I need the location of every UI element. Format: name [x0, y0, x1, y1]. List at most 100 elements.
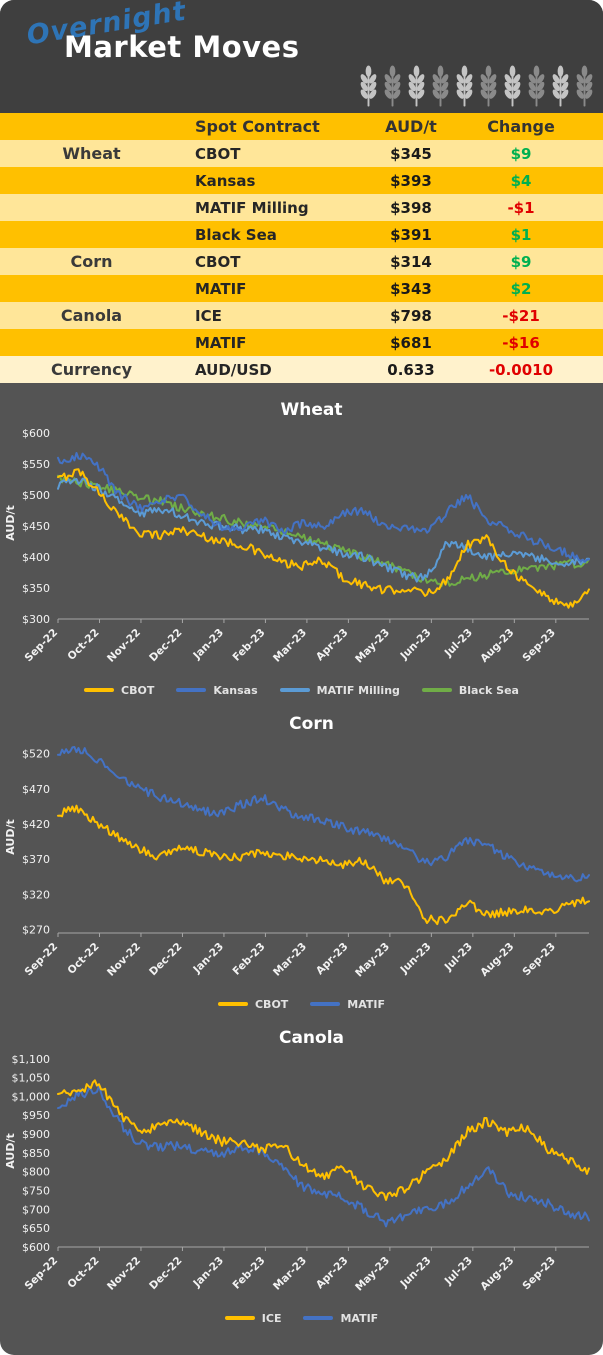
corn-chart: Corn AUD/t $270 $320 $370 $420 $470 $520 Sep-22 O…	[4, 714, 590, 980]
x-tick-label: Nov-22	[105, 941, 143, 979]
canola-chart: Canola AUD/t $600 $650 $700 $750 $800 $850 $900 $…	[4, 1028, 590, 1294]
x-tick-label: Aug-23	[478, 1255, 516, 1293]
legend-label: MATIF	[340, 1311, 379, 1325]
legend-swatch	[217, 1002, 248, 1006]
y-tick-label: $320	[22, 888, 50, 901]
contract-cell: MATIF Milling	[195, 198, 309, 217]
legend-label: Kansas	[213, 683, 258, 697]
wheat-chart: Wheat AUD/t $300 $350 $400 $450 $500 $550 $600 Se…	[4, 400, 590, 666]
chart-title: Wheat	[281, 400, 343, 420]
x-tick-label: Jan-23	[190, 941, 226, 977]
wheat-icon	[359, 65, 378, 107]
x-tick-label: Oct-22	[65, 1255, 101, 1291]
y-tick-label: $1,050	[12, 1072, 51, 1085]
series-line-matif	[57, 1084, 590, 1228]
change-cell: $4	[510, 171, 532, 190]
x-tick-label: Sep-22	[23, 1255, 61, 1293]
y-axis-label: AUD/t	[4, 505, 17, 541]
x-tick-label: Apr-23	[314, 941, 351, 978]
y-tick-label: $600	[22, 1241, 50, 1254]
legend-item: ICE	[224, 1312, 281, 1325]
x-tick-label: Aug-23	[478, 941, 516, 979]
change-cell: $1	[510, 225, 532, 244]
legend-item: CBOT	[217, 998, 288, 1011]
price-cell: $398	[390, 198, 432, 217]
corn-chart-block: Corn AUD/t $270 $320 $370 $420 $470 $520 Sep-22 O…	[0, 707, 603, 1017]
page-title: Market Moves	[64, 30, 300, 64]
x-tick-label: Feb-23	[231, 1255, 268, 1292]
price-cell: $393	[390, 171, 432, 190]
legend-item: CBOT	[84, 684, 154, 697]
category-cell: Wheat	[62, 144, 121, 163]
wheat-icon	[551, 65, 570, 107]
wheat-icon	[431, 65, 450, 107]
canola-chart-block: Canola AUD/t $600 $650 $700 $750 $800 $850 $900 $…	[0, 1021, 603, 1331]
x-tick-label: Dec-22	[147, 1255, 184, 1292]
y-tick-label: $270	[22, 923, 50, 936]
y-tick-label: $550	[22, 458, 50, 471]
legend-label: CBOT	[121, 683, 155, 697]
series-line-cbot	[57, 804, 590, 926]
y-tick-label: $420	[22, 818, 50, 831]
y-axis-label: AUD/t	[4, 819, 17, 855]
spot-contract-table: Spot Contract AUD/t Change Wheat CBOT $345 $9 K…	[0, 113, 603, 383]
x-tick-label: Jan-23	[190, 1255, 226, 1291]
contract-cell: CBOT	[195, 144, 241, 163]
x-tick-label: Jun-23	[398, 627, 434, 663]
legend-item: MATIF Milling	[279, 683, 400, 697]
wheat-icon	[503, 65, 522, 107]
legend-item: Black Sea	[421, 684, 519, 697]
chart-title: Canola	[279, 1028, 344, 1048]
change-cell: -$1	[507, 198, 535, 217]
legend-label: MATIF	[347, 997, 386, 1011]
x-tick-label: Jan-23	[190, 627, 226, 663]
legend-label: MATIF Milling	[316, 683, 400, 697]
x-tick-label: Jun-23	[398, 941, 434, 977]
x-tick-label: Sep-22	[23, 627, 61, 665]
legend-item: Kansas	[176, 683, 258, 697]
y-tick-label: $470	[22, 783, 50, 796]
wheat-icons-row	[358, 64, 595, 109]
y-tick-label: $750	[22, 1185, 50, 1198]
y-tick-label: $850	[22, 1147, 50, 1160]
contract-cell: Kansas	[195, 171, 256, 190]
table-row: Kansas $393 $4	[0, 167, 603, 194]
wheat-icon	[575, 65, 594, 107]
x-tick-label: Oct-22	[65, 941, 101, 977]
x-tick-label: May-23	[353, 941, 392, 980]
table-row: Canola ICE $798 -$21	[0, 302, 603, 329]
price-cell: $345	[390, 144, 432, 163]
table-row: Black Sea $391 $1	[0, 221, 603, 248]
price-cell: 0.633	[387, 360, 435, 379]
price-cell: $314	[390, 252, 432, 271]
table-row: MATIF $681 -$16	[0, 329, 603, 356]
chart-title: Corn	[289, 714, 334, 734]
x-tick-label: Jun-23	[398, 1255, 434, 1291]
wheat-chart-block: Wheat AUD/t $300 $350 $400 $450 $500 $550 $600 Se…	[0, 393, 603, 703]
chart-legend: CBOT MATIF	[0, 991, 603, 1017]
y-tick-label: $600	[22, 427, 50, 440]
series-line-kansas	[57, 452, 590, 563]
change-cell: -$16	[502, 333, 540, 352]
wheat-icon	[383, 65, 402, 107]
table-row: Currency AUD/USD 0.633 -0.0010	[0, 356, 603, 383]
y-tick-label: $500	[22, 489, 50, 502]
x-tick-label: Mar-23	[271, 627, 309, 665]
x-tick-label: Jul-23	[442, 941, 475, 974]
x-tick-label: May-23	[353, 627, 392, 666]
y-tick-label: $650	[22, 1222, 50, 1235]
x-tick-label: Sep-23	[520, 627, 558, 665]
contract-cell: Black Sea	[195, 225, 277, 244]
x-tick-label: Jul-23	[442, 1255, 475, 1288]
category-cell: Currency	[50, 360, 133, 379]
contract-cell: MATIF	[195, 333, 247, 352]
spot-contract-header: Spot Contract	[195, 117, 320, 136]
change-cell: $9	[510, 252, 532, 271]
table-row: MATIF $343 $2	[0, 275, 603, 302]
chart-legend: ICE MATIF	[0, 1305, 603, 1331]
y-tick-label: $700	[22, 1203, 50, 1216]
x-tick-label: Apr-23	[314, 1255, 351, 1292]
series-line-black-sea	[57, 474, 590, 588]
y-tick-label: $400	[22, 551, 50, 564]
